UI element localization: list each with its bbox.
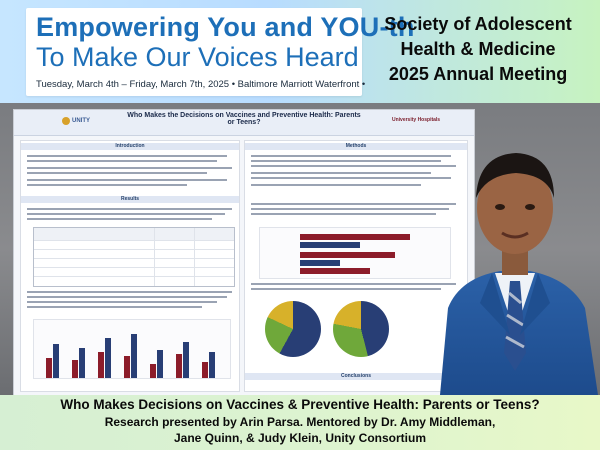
text-line bbox=[27, 218, 212, 220]
text-line bbox=[251, 288, 441, 290]
results-header: Results bbox=[21, 196, 239, 203]
presenter-photo bbox=[440, 153, 598, 395]
poster-pie-chart bbox=[333, 301, 389, 357]
photo-caption: Who Makes Decisions on Vaccines & Preven… bbox=[0, 395, 600, 450]
poster-horizontal-bar-chart bbox=[259, 227, 451, 279]
caption-mentors: Jane Quinn, & Judy Klein, Unity Consorti… bbox=[173, 431, 427, 445]
methods-header: Methods bbox=[245, 143, 467, 150]
text-line bbox=[27, 179, 227, 181]
poster-pie-chart bbox=[265, 301, 321, 357]
society-line1: Society of Adolescent bbox=[384, 14, 572, 34]
table-row bbox=[34, 249, 234, 259]
table-header bbox=[34, 228, 234, 240]
text-line bbox=[251, 213, 436, 215]
caption-title: Who Makes Decisions on Vaccines & Preven… bbox=[60, 397, 540, 412]
text-line bbox=[27, 208, 232, 210]
introduction-header: Introduction bbox=[21, 143, 239, 150]
caption-presenter: Research presented by Arin Parsa. Mentor… bbox=[104, 415, 496, 429]
text-line bbox=[251, 165, 456, 167]
text-line bbox=[251, 203, 456, 205]
text-line bbox=[27, 306, 202, 308]
conclusions-header: Conclusions bbox=[245, 373, 467, 380]
society-line3: 2025 Annual Meeting bbox=[388, 64, 568, 84]
presentation-photo: UNITY Who Makes the Decisions on Vaccine… bbox=[0, 103, 600, 395]
text-line bbox=[27, 160, 217, 162]
text-line bbox=[251, 283, 456, 285]
theme-title-line2: To Make Our Voices Heard bbox=[36, 42, 359, 72]
text-line bbox=[251, 172, 431, 174]
university-hospitals-logo: University Hospitals bbox=[392, 117, 441, 123]
poster-right-column: Methods Conclusions bbox=[244, 140, 468, 392]
text-line bbox=[251, 177, 451, 179]
text-line bbox=[27, 167, 232, 169]
text-line bbox=[27, 291, 232, 293]
research-poster: UNITY Who Makes the Decisions on Vaccine… bbox=[14, 110, 474, 395]
text-line bbox=[251, 160, 441, 162]
text-line bbox=[251, 155, 451, 157]
text-line bbox=[27, 213, 225, 215]
text-line bbox=[27, 296, 227, 298]
conference-dates-venue: Tuesday, March 4th – Friday, March 7th, … bbox=[36, 79, 366, 90]
table-row bbox=[34, 276, 234, 286]
society-line2: Health & Medicine bbox=[400, 39, 556, 59]
unity-logo-icon bbox=[62, 117, 70, 125]
results-table bbox=[33, 227, 235, 287]
theme-title-line1: Empowering You and YOU-th bbox=[36, 12, 415, 42]
table-row bbox=[34, 267, 234, 277]
text-line bbox=[27, 155, 227, 157]
unity-logo-text: UNITY bbox=[72, 118, 90, 124]
text-line bbox=[251, 208, 449, 210]
poster-header: UNITY Who Makes the Decisions on Vaccine… bbox=[14, 110, 474, 136]
event-banner: Empowering You and YOU-th To Make Our Vo… bbox=[0, 0, 600, 103]
table-row bbox=[34, 240, 234, 250]
poster-left-column: Introduction Results bbox=[20, 140, 240, 392]
poster-bar-chart bbox=[33, 319, 231, 379]
poster-title: Who Makes the Decisions on Vaccines and … bbox=[127, 112, 361, 126]
text-line bbox=[27, 172, 207, 174]
society-meeting-title: Society of Adolescent Health & Medicine … bbox=[368, 12, 588, 87]
text-line bbox=[27, 184, 187, 186]
table-row bbox=[34, 258, 234, 268]
text-line bbox=[251, 184, 421, 186]
text-line bbox=[27, 301, 217, 303]
conference-theme-logo: Empowering You and YOU-th To Make Our Vo… bbox=[26, 8, 414, 96]
